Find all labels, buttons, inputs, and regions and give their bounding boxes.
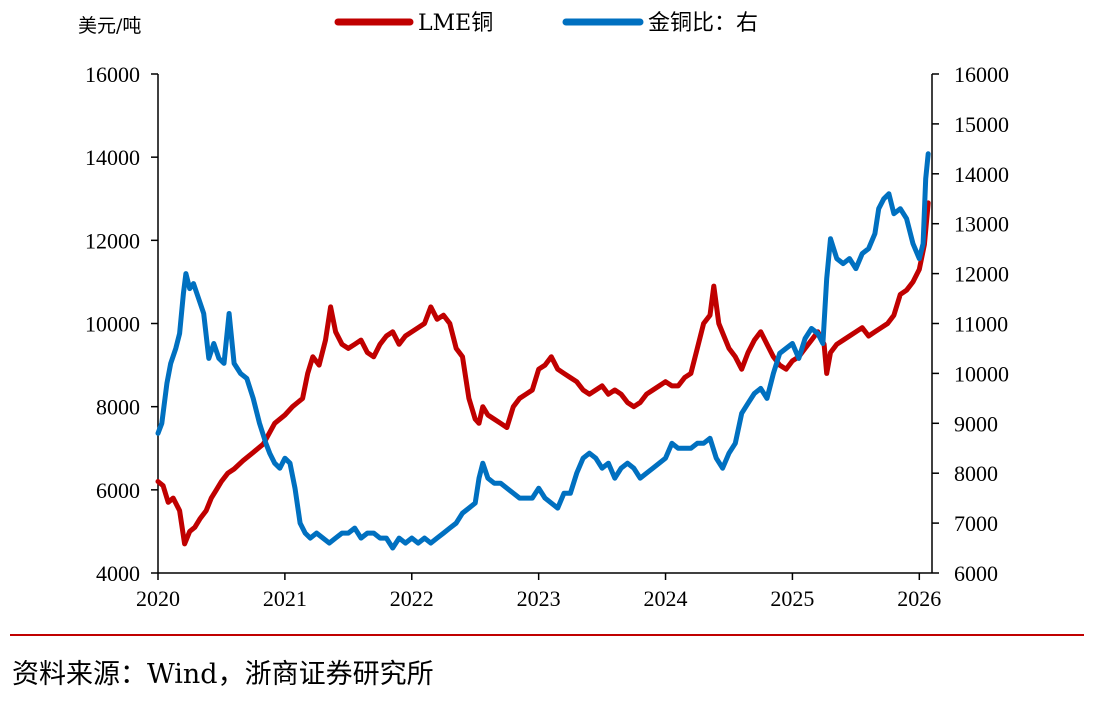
right-y-tick-label: 14000 bbox=[954, 162, 1009, 187]
right-y-tick-label: 13000 bbox=[954, 212, 1009, 237]
left-y-tick-label: 14000 bbox=[85, 145, 140, 170]
left-y-tick-label: 16000 bbox=[85, 62, 140, 87]
x-tick-label: 2025 bbox=[770, 586, 814, 611]
right-y-tick-label: 15000 bbox=[954, 112, 1009, 137]
left-y-tick-label: 10000 bbox=[85, 312, 140, 337]
legend-label-gold-copper-ratio: 金铜比：右 bbox=[648, 11, 758, 36]
x-tick-label: 2024 bbox=[644, 586, 688, 611]
left-y-tick-label: 12000 bbox=[85, 228, 140, 253]
series-line-gold-copper-ratio bbox=[155, 151, 931, 551]
series-line-copper bbox=[155, 200, 931, 547]
legend-label-copper: LME铜 bbox=[418, 11, 493, 36]
axes: 4000 6000 8000 10000 12000 14000 16000 6000 7000… bbox=[85, 62, 1009, 611]
x-tick-label: 2022 bbox=[390, 586, 434, 611]
right-y-tick-label: 11000 bbox=[954, 312, 1008, 337]
left-y-tick-label: 6000 bbox=[96, 478, 140, 503]
right-y-tick-label: 7000 bbox=[954, 511, 998, 536]
x-tick-label: 2021 bbox=[263, 586, 307, 611]
left-axis-unit-label: 美元/吨 bbox=[78, 15, 141, 37]
x-tick-label: 2023 bbox=[517, 586, 561, 611]
right-y-tick-label: 12000 bbox=[954, 262, 1009, 287]
right-y-tick-label: 9000 bbox=[954, 411, 998, 436]
x-tick-label: 2026 bbox=[897, 586, 941, 611]
left-y-tick-label: 8000 bbox=[96, 395, 140, 420]
right-y-tick-label: 8000 bbox=[954, 461, 998, 486]
source-note: 资料来源：Wind，浙商证券研究所 bbox=[12, 659, 434, 690]
left-y-tick-label: 4000 bbox=[96, 561, 140, 586]
right-y-tick-label: 10000 bbox=[954, 361, 1009, 386]
series-layer bbox=[155, 151, 931, 551]
x-tick-label: 2020 bbox=[136, 586, 180, 611]
legend: LME铜 金铜比：右 bbox=[334, 11, 758, 36]
source-divider bbox=[10, 634, 1084, 636]
right-y-tick-label: 16000 bbox=[954, 62, 1009, 87]
right-y-tick-label: 6000 bbox=[954, 561, 998, 586]
